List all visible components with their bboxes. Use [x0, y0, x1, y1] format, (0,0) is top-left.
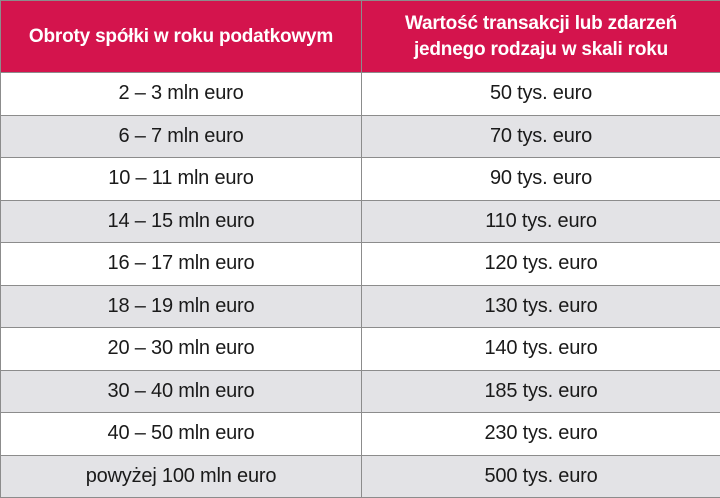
turnover-cell: 20 – 30 mln euro: [1, 328, 362, 371]
turnover-cell: powyżej 100 mln euro: [1, 455, 362, 498]
table-row: 40 – 50 mln euro 230 tys. euro: [1, 413, 720, 456]
transaction-value-cell: 90 tys. euro: [362, 158, 720, 201]
table-row: 20 – 30 mln euro 140 tys. euro: [1, 328, 720, 371]
transaction-value-header-line-1: Wartość transakcji lub zdarzeń: [368, 11, 714, 37]
table-row: 16 – 17 mln euro 120 tys. euro: [1, 243, 720, 286]
transaction-value-cell: 120 tys. euro: [362, 243, 720, 286]
transaction-value-column-header: Wartość transakcji lub zdarzeń jednego r…: [362, 1, 720, 73]
transaction-value-cell: 140 tys. euro: [362, 328, 720, 371]
turnover-cell: 40 – 50 mln euro: [1, 413, 362, 456]
transaction-value-header-line-2: jednego rodzaju w skali roku: [368, 37, 714, 63]
transaction-value-cell: 50 tys. euro: [362, 73, 720, 116]
table-row: 6 – 7 mln euro 70 tys. euro: [1, 115, 720, 158]
header-row: Obroty spółki w roku podatkowym Wartość …: [1, 1, 720, 73]
turnover-cell: 10 – 11 mln euro: [1, 158, 362, 201]
transaction-value-cell: 185 tys. euro: [362, 370, 720, 413]
transaction-value-cell: 70 tys. euro: [362, 115, 720, 158]
transaction-value-cell: 130 tys. euro: [362, 285, 720, 328]
turnover-cell: 14 – 15 mln euro: [1, 200, 362, 243]
turnover-cell: 2 – 3 mln euro: [1, 73, 362, 116]
turnover-cell: 18 – 19 mln euro: [1, 285, 362, 328]
transaction-value-cell: 110 tys. euro: [362, 200, 720, 243]
table-row: powyżej 100 mln euro 500 tys. euro: [1, 455, 720, 498]
turnover-column-header: Obroty spółki w roku podatkowym: [1, 1, 362, 73]
table-row: 14 – 15 mln euro 110 tys. euro: [1, 200, 720, 243]
table-row: 2 – 3 mln euro 50 tys. euro: [1, 73, 720, 116]
turnover-cell: 16 – 17 mln euro: [1, 243, 362, 286]
turnover-cell: 30 – 40 mln euro: [1, 370, 362, 413]
transaction-value-cell: 230 tys. euro: [362, 413, 720, 456]
table-row: 30 – 40 mln euro 185 tys. euro: [1, 370, 720, 413]
transaction-value-cell: 500 tys. euro: [362, 455, 720, 498]
table-row: 10 – 11 mln euro 90 tys. euro: [1, 158, 720, 201]
table-row: 18 – 19 mln euro 130 tys. euro: [1, 285, 720, 328]
turnover-cell: 6 – 7 mln euro: [1, 115, 362, 158]
